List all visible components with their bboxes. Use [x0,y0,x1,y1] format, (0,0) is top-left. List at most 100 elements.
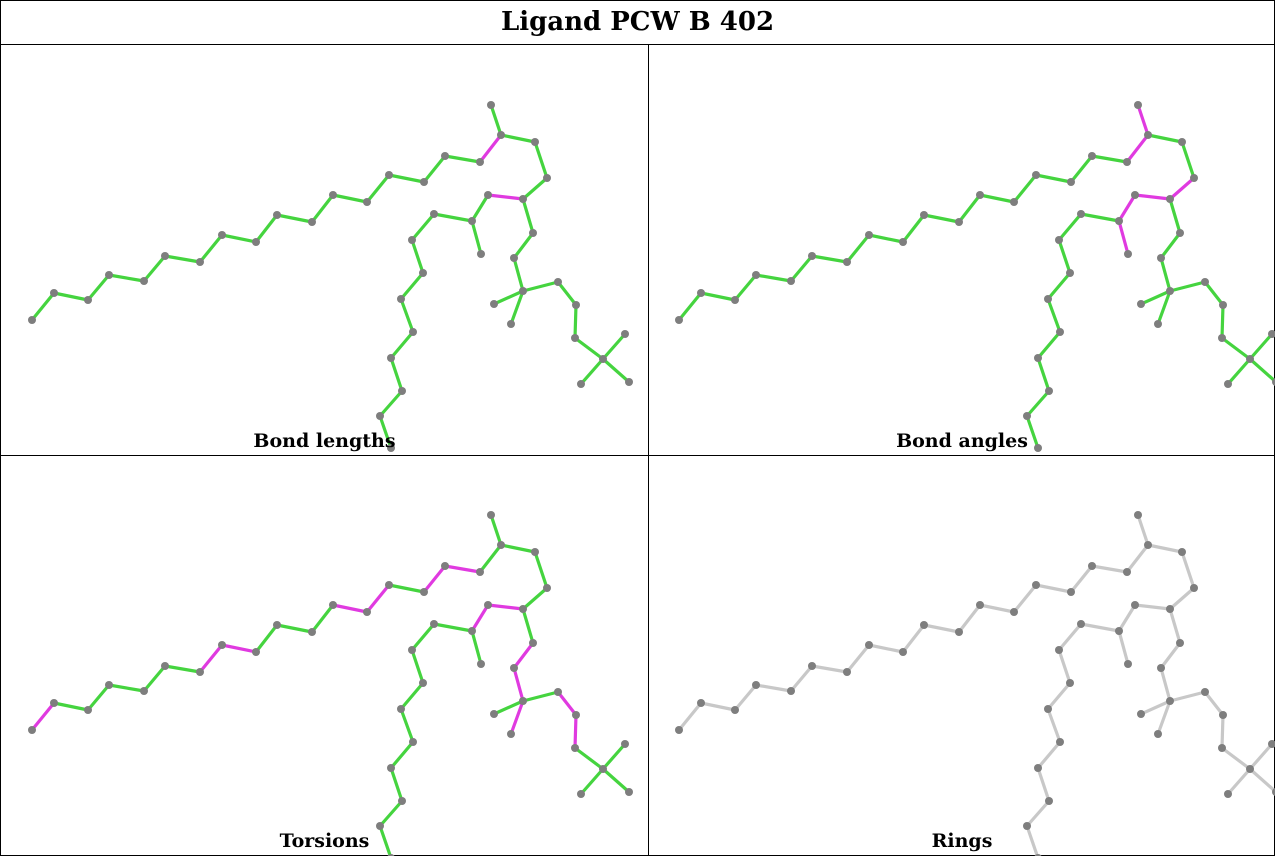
bond [387,173,426,184]
atom [490,300,498,308]
atom [808,252,816,260]
atom [787,277,795,285]
bond [470,193,490,223]
bond [1133,193,1172,201]
atom [468,627,476,635]
bond [556,690,578,717]
grid-divider-vertical [648,45,649,856]
atom [420,588,428,596]
bond [220,233,258,244]
atom [621,330,629,338]
atom [621,740,629,748]
bond [1133,603,1172,611]
bond [142,254,167,283]
atom [1144,131,1152,139]
atom [1124,660,1132,668]
atom [529,229,537,237]
atom [510,254,518,262]
atom [308,628,316,636]
atom [1088,562,1096,570]
atom [419,679,427,687]
bond [1125,543,1150,574]
bond [1139,289,1172,306]
bond [521,176,549,201]
bond [399,707,415,744]
atom [1166,287,1174,295]
atom [218,231,226,239]
atom [1157,254,1165,262]
atom [976,601,984,609]
bond [389,356,404,393]
atom [1067,178,1075,186]
bond [1025,799,1051,828]
atom [1044,705,1052,713]
bond [1090,154,1129,164]
atom [1178,548,1186,556]
atom [1268,740,1275,748]
atom [408,236,416,244]
atom [329,601,337,609]
atom [161,252,169,260]
atom [519,697,527,705]
bond [389,766,404,803]
panel-bond-lengths: Bond lengths [1,46,648,455]
panel-caption: Rings [931,830,993,852]
bond [399,681,425,711]
bond [1168,607,1182,645]
bond [52,291,90,302]
atom [1166,697,1174,705]
bond [601,332,627,361]
bond [957,603,982,634]
bond [1248,332,1274,361]
atom [1219,301,1227,309]
atom [554,278,562,286]
bond [470,219,483,256]
atom [808,662,816,670]
atom [376,412,384,420]
atom [1055,646,1063,654]
bond [1069,154,1094,184]
atom [865,641,873,649]
bond [579,767,605,796]
atom [1246,765,1254,773]
bond [1168,197,1182,235]
bond [1117,629,1130,666]
molecule-diagram [28,511,633,856]
atom [1154,320,1162,328]
bond [1203,690,1225,717]
bond [601,357,631,384]
bond [1159,231,1182,260]
atom [1045,797,1053,805]
atom [487,101,495,109]
bond [810,254,849,264]
atom [1032,171,1040,179]
atom [376,822,384,830]
atom [510,664,518,672]
bond [1125,133,1150,164]
atom [1137,710,1145,718]
atom [477,250,485,258]
bond [1025,389,1051,418]
atom [1066,679,1074,687]
grid-divider-horizontal [0,455,1275,456]
atom [105,681,113,689]
atom [1055,236,1063,244]
atom [577,380,585,388]
bond [275,623,314,634]
bond [733,273,758,302]
atom [329,191,337,199]
atom [1115,627,1123,635]
bond [1220,303,1225,340]
atom [398,387,406,395]
bond [1012,583,1038,614]
bond [1025,824,1040,856]
atom [675,726,683,734]
bond [1226,767,1252,796]
bond [86,273,111,302]
atom [50,699,58,707]
atom [697,699,705,707]
atom [140,687,148,695]
atom [752,681,760,689]
bond [1057,648,1072,685]
atom [1066,269,1074,277]
